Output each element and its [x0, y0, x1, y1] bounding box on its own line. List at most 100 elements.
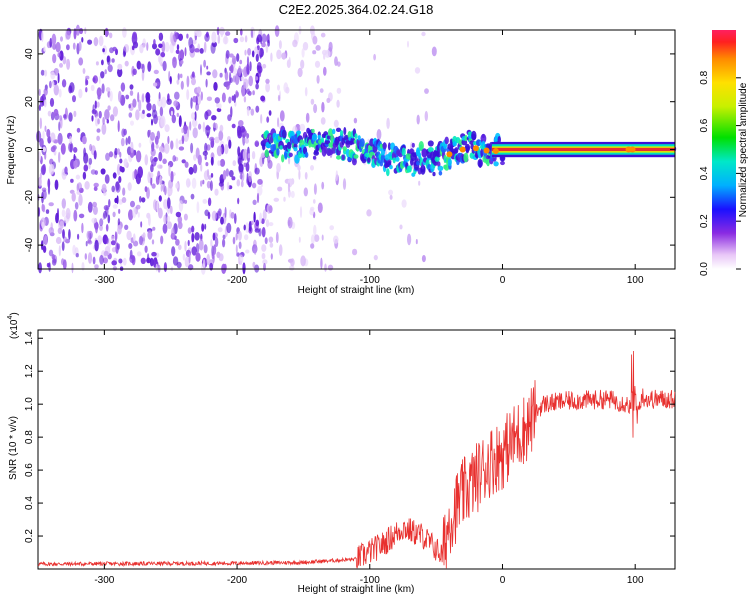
- noise-blob: [153, 114, 158, 125]
- noise-blob: [206, 71, 211, 76]
- noise-blob: [38, 88, 41, 96]
- ridge-blob: [312, 155, 317, 160]
- ridge-blob: [420, 165, 426, 175]
- noise-blob: [188, 166, 194, 175]
- noise-blob: [261, 218, 265, 225]
- noise-blob: [90, 84, 95, 92]
- noise-blob: [157, 55, 162, 63]
- ridge-blob: [350, 137, 356, 145]
- ridge-blob: [286, 141, 292, 149]
- y-tick-label: 20: [24, 96, 35, 108]
- y-tick-label: 0: [24, 146, 35, 152]
- noise-blob: [327, 264, 334, 271]
- noise-blob: [147, 61, 152, 72]
- noise-blob: [61, 209, 66, 218]
- ridge-blob: [262, 143, 266, 151]
- noise-blob: [245, 222, 250, 234]
- noise-blob: [42, 189, 47, 200]
- colorbar-tick-label: 0.8: [699, 70, 710, 84]
- noise-blob: [237, 152, 242, 165]
- noise-blob: [50, 71, 56, 80]
- noise-blob: [229, 71, 232, 84]
- noise-blob: [61, 241, 65, 252]
- noise-blob: [69, 135, 73, 145]
- noise-blob: [102, 257, 108, 264]
- ridge-blob: [427, 147, 434, 153]
- noise-blob: [41, 221, 45, 229]
- ridge-blob: [421, 148, 428, 158]
- noise-blob: [179, 49, 185, 61]
- noise-blob: [179, 73, 183, 79]
- ridge-blob: [347, 156, 352, 162]
- noise-blob: [172, 56, 177, 69]
- noise-blob: [214, 236, 219, 248]
- noise-blob: [171, 114, 176, 124]
- noise-blob: [123, 44, 130, 53]
- noise-blob: [66, 58, 71, 70]
- noise-blob: [180, 60, 184, 64]
- noise-blob: [105, 237, 109, 245]
- noise-blob: [118, 90, 122, 103]
- noise-blob: [151, 251, 157, 257]
- carrier-band-3: [491, 147, 675, 152]
- noise-blob: [120, 137, 125, 147]
- colorbar-tick-label: 0.2: [699, 214, 710, 228]
- ridge-blob: [386, 168, 390, 177]
- noise-blob: [156, 200, 159, 213]
- noise-blob: [109, 90, 113, 102]
- noise-blob: [152, 82, 158, 87]
- noise-blob: [335, 170, 338, 182]
- noise-blob: [245, 249, 250, 254]
- noise-blob: [260, 95, 266, 102]
- noise-blob: [92, 205, 98, 215]
- noise-blob: [230, 212, 235, 219]
- noise-blob: [159, 33, 162, 38]
- noise-blob: [200, 91, 203, 101]
- noise-blob: [44, 125, 47, 132]
- noise-blob: [238, 120, 244, 127]
- y-tick-label: 40: [24, 48, 35, 60]
- noise-blob: [300, 59, 305, 69]
- noise-blob: [191, 232, 195, 243]
- noise-blob: [206, 96, 212, 102]
- noise-blob: [128, 104, 131, 109]
- x-tick-label: 0: [500, 575, 506, 586]
- noise-blob: [283, 82, 289, 93]
- noise-blob: [132, 207, 137, 219]
- noise-blob: [122, 27, 127, 38]
- noise-blob: [43, 46, 46, 52]
- noise-blob: [141, 197, 146, 203]
- noise-blob: [110, 114, 115, 122]
- noise-blob: [87, 240, 93, 245]
- noise-blob: [248, 75, 253, 87]
- colorbar-tick-label: 0.4: [699, 166, 710, 180]
- ridge-blob: [447, 158, 452, 167]
- noise-blob: [73, 147, 78, 153]
- ridge-blob: [497, 136, 501, 144]
- noise-blob: [277, 117, 280, 128]
- noise-blob: [129, 254, 135, 264]
- noise-blob: [218, 130, 224, 141]
- noise-blob: [290, 258, 295, 267]
- noise-blob: [243, 78, 249, 89]
- noise-blob: [40, 69, 45, 76]
- noise-blob: [96, 135, 100, 141]
- noise-blob: [130, 141, 134, 154]
- noise-blob: [388, 189, 394, 196]
- noise-blob: [127, 135, 131, 145]
- x-tick-label: -300: [94, 575, 114, 586]
- noise-blob: [192, 118, 198, 128]
- noise-blob: [353, 117, 358, 124]
- noise-blob: [94, 100, 98, 109]
- noise-blob: [109, 32, 113, 39]
- x-tick-label: 100: [627, 575, 644, 586]
- noise-blob: [110, 235, 115, 241]
- ridge-blob: [341, 154, 346, 161]
- noise-blob: [240, 125, 246, 133]
- noise-blob: [274, 25, 280, 37]
- noise-blob: [237, 230, 242, 241]
- noise-blob: [248, 220, 252, 232]
- ridge-peak: [629, 146, 636, 153]
- noise-blob: [238, 241, 242, 249]
- noise-blob: [214, 97, 220, 104]
